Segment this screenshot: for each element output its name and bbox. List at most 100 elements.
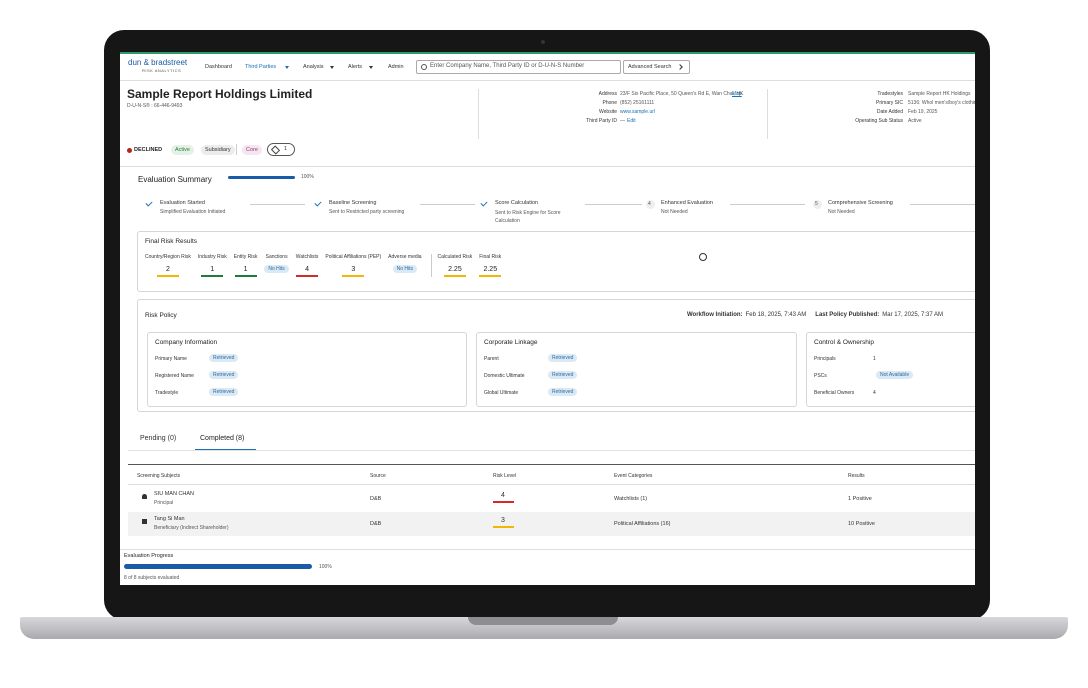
- subject-name: SIU MAN CHAN: [154, 491, 195, 497]
- step-connector: [730, 204, 805, 205]
- risk-value: 2.25: [448, 266, 462, 273]
- workflow-value: Feb 18, 2025, 7:43 AM: [745, 312, 807, 318]
- detail-label: Primary SIC: [876, 100, 903, 106]
- dropdown-caret: [330, 66, 334, 69]
- nav-item[interactable]: Third Parties: [245, 64, 277, 70]
- nav-item[interactable]: Analysis: [303, 64, 324, 70]
- progress-label: 100%: [301, 174, 314, 180]
- detail-label: Website: [599, 109, 617, 115]
- progress-summary: 8 of 8 subjects evaluated: [124, 575, 180, 581]
- detail-value: —: [620, 118, 625, 124]
- group-title: Control & Ownership: [814, 339, 874, 346]
- policy-group: [806, 332, 975, 407]
- risk-value: 4: [305, 266, 310, 273]
- badge: Core: [242, 145, 262, 155]
- tag-pill[interactable]: [267, 143, 295, 156]
- risk-underline: [342, 275, 365, 277]
- risk-item: Country/Region Risk 2: [145, 254, 191, 277]
- step-subtitle: Not Needed: [661, 209, 688, 215]
- detail-value[interactable]: www.sample.url: [620, 109, 656, 115]
- risk-level-underline: [493, 501, 514, 503]
- event-categories: Watchlists (1): [614, 496, 648, 502]
- risk-row: Country/Region Risk 2 Industry Risk 1 Entity…: [145, 254, 502, 277]
- progress-bar: [228, 176, 295, 179]
- nav-item[interactable]: Alerts: [348, 64, 363, 70]
- risk-underline: [234, 275, 257, 277]
- policy-value: Retrieved: [548, 354, 578, 362]
- column-header: Event Categories: [614, 473, 653, 479]
- risk-label: Sanctions: [265, 254, 288, 260]
- risk-label: Adverse media: [388, 254, 422, 260]
- status: DECLINED: [134, 147, 163, 153]
- event-categories: Political Affiliations (16): [614, 521, 671, 527]
- risk-value: 3: [351, 266, 356, 273]
- camera: [541, 40, 545, 44]
- edit-link[interactable]: Edit: [627, 118, 636, 124]
- policy-label: Primary Name: [155, 356, 187, 362]
- risk-item: Political Affiliations (PEP) 3: [325, 254, 381, 277]
- source: D&B: [370, 521, 382, 527]
- policy-label: Parent: [484, 356, 499, 362]
- table-row: [128, 487, 975, 511]
- published-label: Last Policy Published:: [815, 312, 880, 318]
- step-check: [314, 199, 322, 207]
- step-number: 4: [648, 201, 651, 207]
- risk-value: 2: [165, 266, 170, 273]
- dropdown-caret: [285, 66, 289, 69]
- policy-value: Retrieved: [209, 354, 239, 362]
- badge: Active: [171, 145, 194, 155]
- laptop-base: [20, 617, 1068, 639]
- risk-value: 1: [243, 266, 248, 273]
- column-header: Risk Level: [493, 473, 517, 479]
- search-box[interactable]: [416, 60, 621, 74]
- step-title: Baseline Screening: [329, 200, 377, 206]
- step-check: [480, 199, 488, 207]
- policy-value: Not Available: [876, 371, 914, 379]
- tab[interactable]: Pending (0): [140, 435, 177, 442]
- nav-item[interactable]: Admin: [388, 64, 404, 70]
- step-number: 5: [815, 201, 818, 207]
- group-title: Corporate Linkage: [484, 339, 538, 346]
- advanced-search-label[interactable]: Advanced Search: [628, 64, 672, 70]
- subject-icon: [142, 519, 147, 524]
- risk-level: 3: [501, 517, 505, 524]
- risk-label: Final Risk: [479, 254, 502, 260]
- nav-item[interactable]: Dashboard: [205, 64, 232, 70]
- column-header: Source: [370, 473, 386, 479]
- tab[interactable]: Completed (8): [200, 435, 245, 442]
- step-connector: [250, 204, 305, 205]
- risk-value: No Hits: [392, 265, 418, 273]
- logo-sub: RISK ANALYTICS: [142, 68, 182, 73]
- step-connector: [910, 204, 975, 205]
- risk-underline: [156, 275, 179, 277]
- policy-group: [476, 332, 797, 407]
- laptop-notch: [468, 617, 618, 625]
- progress-title: Evaluation Progress: [124, 553, 174, 559]
- detail-label: Third Party ID: [586, 118, 617, 124]
- table-top-border: [128, 464, 975, 465]
- policy-label: Principals: [814, 356, 836, 362]
- detail-label: Phone: [602, 100, 617, 106]
- detail-label: Operating Sub Status: [855, 118, 903, 124]
- map-link[interactable]: Map: [732, 91, 742, 97]
- risk-item: Final Risk 2.25: [479, 254, 502, 277]
- duns: D-U-N-S® : 66-446-9493: [127, 103, 183, 109]
- step-circle: [813, 200, 822, 209]
- policy-label: Registered Name: [155, 373, 194, 379]
- search-placeholder[interactable]: Enter Company Name, Third Party ID or D-…: [430, 63, 585, 69]
- screen: dun & bradstreet RISK ANALYTICS Dashboard T…: [120, 52, 975, 585]
- advanced-search-button[interactable]: [623, 60, 690, 74]
- detail-value: 23/F Six Pacific Place, 50 Queen's Rd E,…: [620, 91, 744, 97]
- table-row: [128, 512, 975, 536]
- risk-level: 4: [501, 492, 505, 499]
- risk-underline: [201, 275, 224, 277]
- header-divider: [128, 484, 975, 485]
- detail-value: Feb 19, 2025: [908, 109, 938, 115]
- workflow-line: Workflow Initiation: Feb 18, 2025, 7:43 A…: [687, 312, 943, 318]
- risk-label: Country/Region Risk: [145, 254, 191, 260]
- column-header: Results: [848, 473, 865, 479]
- detail-value: Sample Report HK Holdings: [908, 91, 971, 97]
- detail-value: (852) 25161111: [620, 100, 655, 106]
- logo: dun & bradstreet: [128, 58, 188, 67]
- group-title: Company Information: [155, 339, 218, 346]
